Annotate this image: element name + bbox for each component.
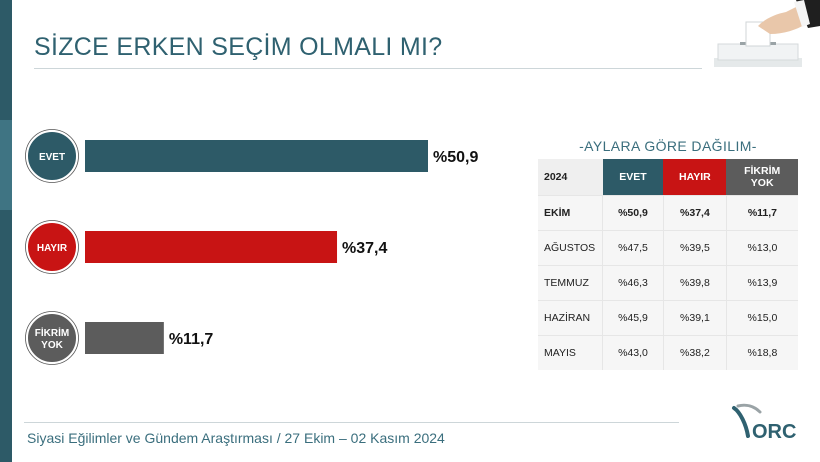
- hayir-header: HAYIR: [663, 159, 727, 196]
- footer-source: Siyasi Eğilimler ve Gündem Araştırması /…: [27, 430, 445, 446]
- fikrim-yok-header: FİKRİM YOK: [726, 159, 798, 196]
- evet-header: EVET: [602, 159, 664, 196]
- fikrim-cell: %11,7: [726, 195, 798, 231]
- bar-value-label: %11,7: [169, 331, 214, 348]
- bar-value-label: %50,9: [433, 149, 478, 166]
- evet-cell: %46,3: [602, 265, 664, 301]
- category-badge-ring: [25, 220, 79, 274]
- bar: [85, 231, 338, 263]
- category-label: HAYIR: [37, 243, 68, 254]
- fikrim-cell: %18,8: [726, 335, 798, 370]
- title-divider: [34, 68, 702, 69]
- category-label: EVET: [39, 152, 65, 163]
- table-row: HAZİRAN %45,9 %39,1 %15,0: [538, 300, 798, 336]
- fikrim-cell: %13,0: [726, 230, 798, 266]
- category-label: YOK: [41, 340, 63, 351]
- bar: [85, 322, 164, 354]
- month-cell: MAYIS: [538, 335, 603, 370]
- ballot-box-hand-icon: [714, 0, 820, 67]
- fikrim-cell: %13,9: [726, 265, 798, 301]
- orc-logo-icon: ORC: [732, 403, 796, 443]
- evet-cell: %50,9: [602, 195, 664, 231]
- month-cell: AĞUSTOS: [538, 230, 603, 266]
- bar-value-label: %37,4: [342, 240, 387, 257]
- orc-logo-text: ORC: [752, 421, 796, 443]
- table-row: EKİM %50,9 %37,4 %11,7: [538, 195, 798, 231]
- evet-cell: %43,0: [602, 335, 664, 370]
- hayir-cell: %37,4: [663, 195, 727, 231]
- month-cell: TEMMUZ: [538, 265, 603, 301]
- category-badge: [26, 130, 78, 182]
- year-header: 2024: [538, 159, 603, 196]
- hayir-cell: %38,2: [663, 335, 727, 370]
- fikrim-cell: %15,0: [726, 300, 798, 336]
- hayir-cell: %39,5: [663, 230, 727, 266]
- footer-divider: [24, 422, 679, 423]
- month-cell: HAZİRAN: [538, 300, 603, 336]
- hayir-cell: %39,8: [663, 265, 727, 301]
- category-badge-ring: [25, 311, 79, 365]
- table-row: MAYIS %43,0 %38,2 %18,8: [538, 335, 798, 370]
- sidebar-accent: [0, 120, 12, 210]
- table-row: AĞUSTOS %47,5 %39,5 %13,0: [538, 230, 798, 266]
- fikrim-header-line2: YOK: [750, 177, 774, 189]
- page-title: SİZCE ERKEN SEÇİM OLMALI MI?: [34, 33, 443, 61]
- monthly-table-title: -AYLARA GÖRE DAĞILIM-: [579, 138, 757, 154]
- category-badge: [26, 221, 78, 273]
- monthly-table-header: 2024 EVET HAYIR FİKRİM YOK: [538, 159, 798, 196]
- monthly-table: 2024 EVET HAYIR FİKRİM YOK EKİM %50,9 %37…: [538, 159, 798, 370]
- hayir-cell: %39,1: [663, 300, 727, 336]
- fikrim-header-line1: FİKRİM: [744, 165, 781, 177]
- evet-cell: %45,9: [602, 300, 664, 336]
- evet-cell: %47,5: [602, 230, 664, 266]
- category-badge-ring: [25, 129, 79, 183]
- bar: [85, 140, 428, 172]
- category-label: FİKRİM: [35, 326, 69, 339]
- table-row: TEMMUZ %46,3 %39,8 %13,9: [538, 265, 798, 301]
- left-sidebar-stripe: [0, 0, 12, 462]
- category-badge: [26, 312, 78, 364]
- month-cell: EKİM: [538, 195, 603, 231]
